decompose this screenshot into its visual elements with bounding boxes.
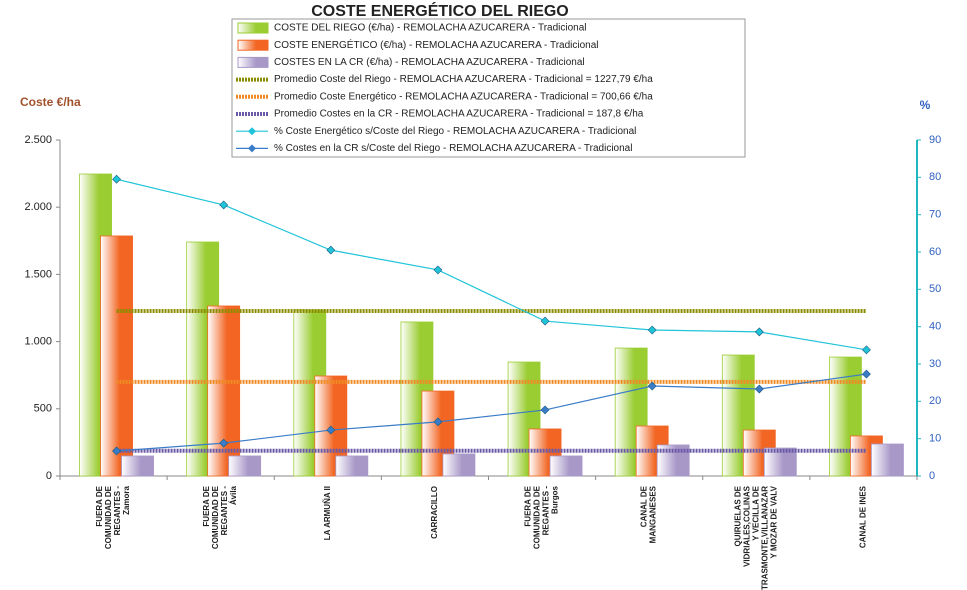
bar bbox=[207, 305, 241, 477]
bar bbox=[121, 455, 154, 477]
y2-tick-label: 30 bbox=[929, 358, 941, 370]
legend-label: COSTES EN LA CR (€/ha) - REMOLACHA AZUCA… bbox=[274, 57, 585, 68]
legend-marker bbox=[248, 127, 256, 136]
bar bbox=[100, 235, 133, 477]
y2-tick-label: 10 bbox=[929, 433, 941, 445]
y-tick-label: 1.500 bbox=[24, 268, 52, 280]
line-series bbox=[116, 178, 867, 351]
bar bbox=[549, 455, 583, 477]
legend-marker bbox=[248, 144, 256, 153]
marker bbox=[754, 384, 764, 394]
chart-title: COSTE ENERGÉTICO DEL RIEGO bbox=[311, 1, 569, 20]
legend-label: COSTE ENERGÉTICO (€/ha) - REMOLACHA AZUC… bbox=[274, 38, 599, 51]
y-tick-label: 1.000 bbox=[24, 336, 52, 348]
y2-tick-label: 90 bbox=[929, 134, 941, 146]
marker bbox=[112, 446, 121, 456]
y-tick-label: 500 bbox=[34, 403, 52, 415]
marker bbox=[540, 316, 550, 326]
marker bbox=[540, 405, 550, 415]
y2-axis-title: % bbox=[920, 98, 931, 112]
y2-tick-label: 20 bbox=[929, 395, 941, 407]
legend-label: COSTE DEL RIEGO (€/ha) - REMOLACHA AZUCA… bbox=[274, 23, 587, 34]
legend-label: Promedio Coste del Riego - REMOLACHA AZU… bbox=[274, 74, 653, 85]
marker bbox=[862, 345, 871, 355]
legend-box bbox=[231, 18, 746, 158]
y2-tick-label: 80 bbox=[929, 171, 941, 183]
bar bbox=[871, 443, 904, 477]
marker bbox=[433, 265, 443, 275]
x-tick-label: FUERA DECOMUNIDAD DEREGANTES -Burgos bbox=[524, 485, 560, 549]
legend-swatch bbox=[237, 22, 269, 34]
y2-tick-label: 60 bbox=[929, 246, 941, 258]
x-tick-label: CARRACILLO bbox=[430, 486, 439, 539]
x-tick-label: FUERA DECOMUNIDAD DEREGANTES -Zamora bbox=[95, 485, 131, 549]
y-tick-label: 2.500 bbox=[24, 134, 52, 146]
marker bbox=[754, 327, 764, 337]
legend-label: % Costes en la CR s/Coste del Riego - RE… bbox=[274, 143, 632, 154]
x-tick-label: QUIRUELAS DEVIDRIALES,COLINASY VECILLA D… bbox=[733, 485, 778, 590]
y-axis-title: Coste €/ha bbox=[20, 95, 81, 109]
y2-tick-label: 50 bbox=[929, 283, 941, 295]
y-tick-label: 2.000 bbox=[24, 201, 52, 213]
x-tick-label: CANAL DEMANGANESES bbox=[640, 485, 658, 543]
y2-tick-label: 70 bbox=[929, 209, 941, 221]
y2-tick-label: 40 bbox=[929, 321, 941, 333]
line-series bbox=[116, 373, 867, 452]
bar bbox=[442, 453, 476, 477]
legend-label: Promedio Costes en la CR - REMOLACHA AZU… bbox=[274, 109, 644, 120]
marker bbox=[112, 174, 121, 184]
x-tick-label: CANAL DE INES bbox=[859, 485, 868, 548]
legend-label: Promedio Coste Energético - REMOLACHA AZ… bbox=[274, 91, 653, 102]
marker bbox=[326, 245, 336, 255]
marker bbox=[647, 381, 657, 391]
legend-label: % Coste Energético s/Coste del Riego - R… bbox=[274, 126, 636, 137]
bar bbox=[335, 455, 369, 477]
marker bbox=[219, 438, 229, 448]
legend-swatch bbox=[237, 39, 269, 51]
marker bbox=[326, 425, 336, 435]
x-tick-label: LA ARMUÑA II bbox=[323, 486, 332, 540]
marker bbox=[647, 325, 657, 335]
marker bbox=[219, 200, 229, 210]
x-tick-label: FUERA DECOMUNIDAD DEREGANTES -Ávila bbox=[202, 485, 238, 549]
y-tick-label: 0 bbox=[46, 470, 52, 482]
y2-tick-label: 0 bbox=[929, 470, 935, 482]
marker bbox=[433, 417, 443, 427]
marker bbox=[862, 369, 871, 379]
legend-swatch bbox=[237, 56, 269, 68]
bar bbox=[228, 455, 262, 477]
